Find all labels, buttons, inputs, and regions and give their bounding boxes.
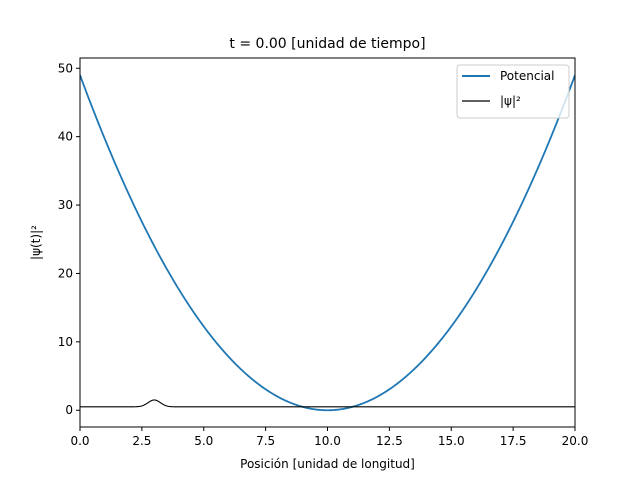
x-tick-label: 17.5 <box>500 434 527 448</box>
x-tick-label: 10.0 <box>314 434 341 448</box>
series-line-potencial <box>80 74 575 412</box>
x-tick-label: 5.0 <box>194 434 213 448</box>
series-line-psi <box>80 399 575 408</box>
legend-label-potencial: Potencial <box>500 69 554 83</box>
chart-title: t = 0.00 [unidad de tiempo] <box>229 36 425 52</box>
legend-box <box>456 64 570 119</box>
x-axis-ticks: 0.0 2.5 5.0 7.5 10.0 12.5 15.0 17.5 20.0 <box>70 427 588 448</box>
legend-label-psi: |ψ|² <box>500 94 521 108</box>
y-tick-label: 0 <box>65 403 73 417</box>
y-axis-label: |ψ(t)|² <box>29 225 43 260</box>
x-tick-label: 2.5 <box>132 434 151 448</box>
y-tick-label: 10 <box>58 335 73 349</box>
y-axis-ticks: 0 10 20 30 40 50 <box>58 61 80 417</box>
y-tick-label: 20 <box>58 266 73 280</box>
x-axis-label: Posición [unidad de longitud] <box>240 457 415 471</box>
legend: Potencial |ψ|² <box>456 64 570 119</box>
y-tick-label: 50 <box>58 61 73 75</box>
x-tick-label: 7.5 <box>256 434 275 448</box>
series-layer <box>80 74 575 412</box>
x-tick-label: 20.0 <box>562 434 589 448</box>
y-tick-label: 40 <box>58 130 73 144</box>
x-tick-label: 15.0 <box>438 434 465 448</box>
x-tick-label: 12.5 <box>376 434 403 448</box>
y-tick-label: 30 <box>58 198 73 212</box>
x-tick-label: 0.0 <box>70 434 89 448</box>
